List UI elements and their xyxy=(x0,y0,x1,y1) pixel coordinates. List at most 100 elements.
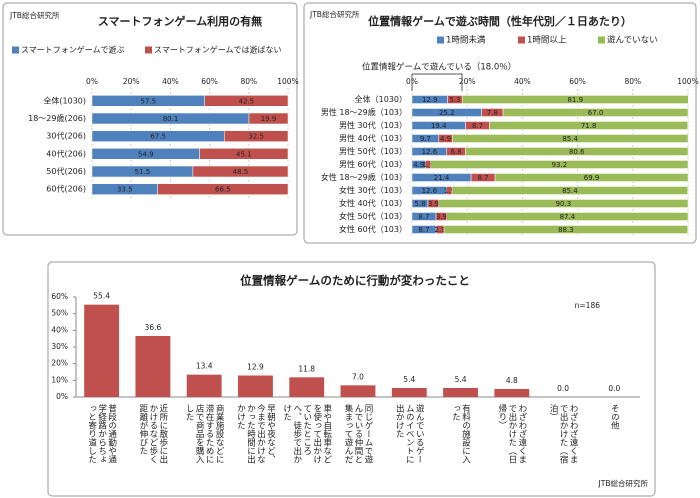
x-tick-label: 40% xyxy=(162,77,179,86)
value-label: 21.4 xyxy=(434,174,450,182)
category-label: 60代(206) xyxy=(46,184,86,194)
value-label: 19.4 xyxy=(431,122,447,130)
x-tick-label: 0% xyxy=(86,77,98,86)
value-label: 69.9 xyxy=(584,174,600,182)
value-label: 87.4 xyxy=(560,213,576,221)
bar xyxy=(443,388,478,397)
category-label: わざわざ遠くまで出かけた（宿泊） xyxy=(548,404,579,464)
source: JTB総合研究所 xyxy=(309,9,360,19)
category-label: 18～29歳(206) xyxy=(28,113,86,123)
y-tick-label: 40% xyxy=(51,325,68,334)
category-label: 40代(206) xyxy=(46,148,86,158)
category-label: 女性 30代（103） xyxy=(339,185,407,195)
value-label: 11.8 xyxy=(298,364,315,373)
x-tick-label: 60% xyxy=(569,77,586,86)
value-label: 33.5 xyxy=(117,186,133,194)
x-tick-label: 40% xyxy=(514,77,531,86)
source: JTB総合研究所 xyxy=(598,478,649,488)
value-label: 25.2 xyxy=(439,109,455,117)
source: JTB総合研究所 xyxy=(9,10,60,20)
category-label: 男性 40代（103） xyxy=(339,133,407,143)
value-label: 32.5 xyxy=(248,133,264,141)
bar xyxy=(494,389,530,397)
legend-label: 1時間未満 xyxy=(446,35,486,46)
bar xyxy=(238,375,273,397)
value-label: 8.7 xyxy=(472,122,483,130)
value-label: 8.7 xyxy=(477,174,488,182)
bar-segment xyxy=(489,121,688,130)
category-label: 女性 50代（103） xyxy=(339,211,407,221)
bar-segment xyxy=(461,95,689,104)
value-label: 2.9 xyxy=(434,226,445,234)
category-label: 男性 50代（103） xyxy=(339,146,407,156)
value-label: 5.8 xyxy=(414,200,425,208)
legend-swatch xyxy=(145,46,152,54)
value-label: 3.9 xyxy=(436,213,447,221)
value-label: 42.5 xyxy=(239,97,255,105)
value-label: 7.0 xyxy=(352,372,364,381)
bar-segment xyxy=(157,183,289,195)
bar-segment xyxy=(494,173,689,182)
value-label: 13.4 xyxy=(196,362,213,371)
value-label: 1.9 xyxy=(423,161,434,169)
value-label: 12.9 xyxy=(247,363,264,372)
value-label: 0.0 xyxy=(608,384,620,393)
bar-segment xyxy=(204,95,289,107)
value-label: 71.8 xyxy=(581,122,597,130)
value-label: 80.6 xyxy=(569,148,585,156)
value-label: 45.1 xyxy=(236,150,252,158)
bar-segment xyxy=(502,108,689,117)
value-label: 9.7 xyxy=(420,135,431,143)
bar-segment xyxy=(438,199,689,208)
bar xyxy=(340,385,376,397)
bar-segment xyxy=(443,225,688,234)
category-label: 男性 60代（103） xyxy=(339,159,407,169)
value-label: 48.5 xyxy=(233,168,249,176)
category-label: 普段の通勤や通学経路からちょっと寄り道した xyxy=(86,404,117,464)
y-tick-label: 10% xyxy=(51,375,68,384)
value-label: 4.8 xyxy=(506,376,518,385)
category-label: 30代(206) xyxy=(46,131,86,141)
category-label: その他 xyxy=(609,404,620,430)
x-tick-label: 100% xyxy=(677,77,698,86)
y-tick-label: 0% xyxy=(56,392,68,401)
bar-segment xyxy=(451,186,688,195)
legend-label: 1時間以上 xyxy=(527,36,567,46)
category-label: 女性 60代（103） xyxy=(339,224,407,234)
value-label: 67.0 xyxy=(588,109,604,117)
bar-segment xyxy=(192,165,289,178)
value-label: 5.4 xyxy=(455,375,467,384)
value-label: 8.7 xyxy=(418,226,429,234)
value-label: 67.5 xyxy=(150,133,166,141)
bar xyxy=(135,336,171,397)
bar-segment xyxy=(446,212,689,221)
category-label: わざわざ遠くまで出かけた（日帰り） xyxy=(496,404,527,464)
x-tick-label: 80% xyxy=(624,77,641,86)
value-label: 81.9 xyxy=(567,96,583,104)
value-label: 0.0 xyxy=(557,384,569,393)
bar xyxy=(289,377,325,397)
chart-title: 位置情報ゲームのために行動が変わったこと xyxy=(240,274,470,288)
note: n=186 xyxy=(575,301,601,310)
value-label: 3.9 xyxy=(428,200,439,208)
bar xyxy=(391,388,427,397)
value-label: 66.5 xyxy=(215,186,231,194)
value-label: 4.9 xyxy=(440,135,451,143)
category-label: 女性 18～29歳（103） xyxy=(321,172,407,182)
bar xyxy=(186,374,222,397)
bar-segment xyxy=(248,112,289,125)
bar-segment xyxy=(465,147,689,156)
value-label: 85.4 xyxy=(562,135,578,143)
category-label: 全体（1030） xyxy=(355,94,407,104)
value-label: 55.4 xyxy=(93,292,110,301)
legend-label: スマートフォンゲームでは遊ばない xyxy=(154,45,282,55)
category-label: 50代(206) xyxy=(46,166,86,176)
bar-segment xyxy=(452,134,689,143)
chart-title: スマートフォンゲーム利用の有無 xyxy=(98,14,262,28)
x-tick-label: 20% xyxy=(459,77,476,86)
x-tick-label: 100% xyxy=(277,77,298,86)
value-label: 57.5 xyxy=(141,97,157,105)
value-label: 19.9 xyxy=(261,115,277,123)
